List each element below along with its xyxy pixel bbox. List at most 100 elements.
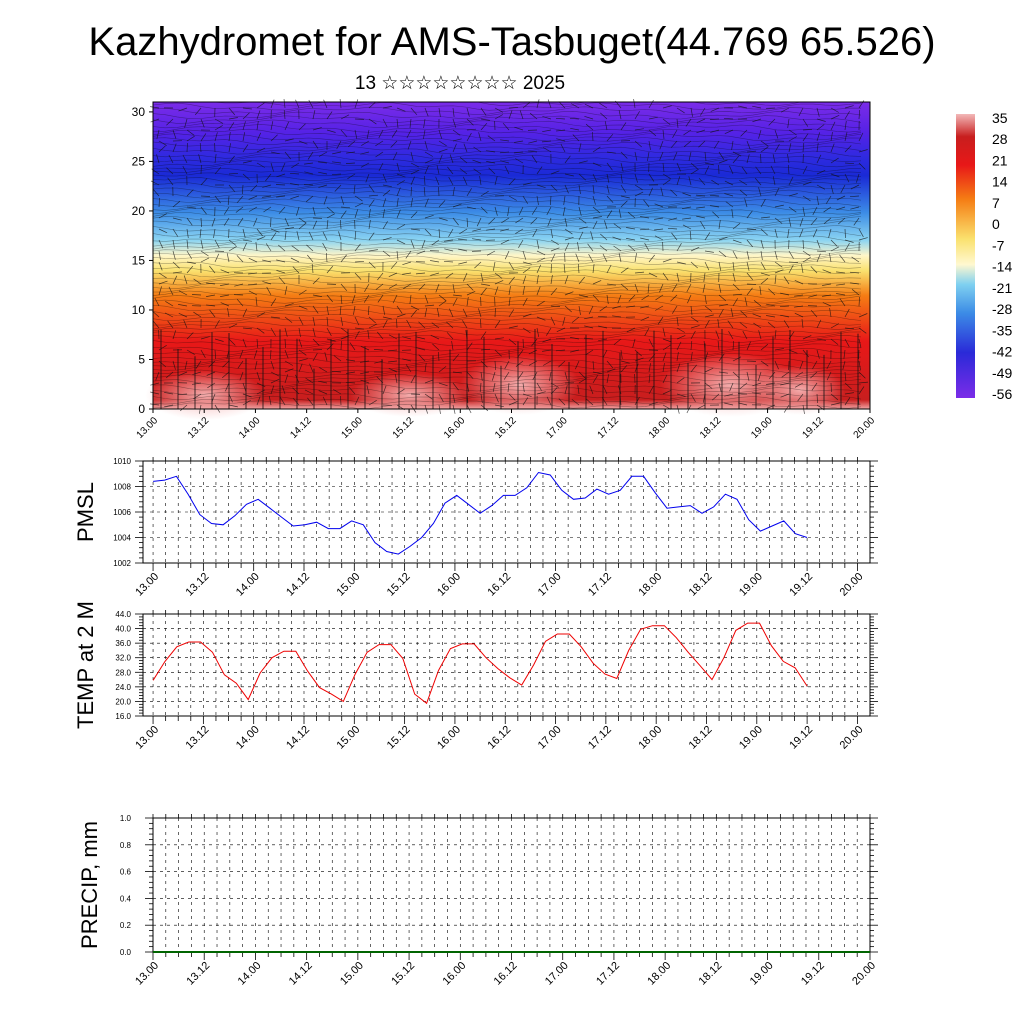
temp-xtick-label: 18.12 <box>687 724 715 752</box>
temp-ytick-label: 44.0 <box>115 610 131 619</box>
pmsl-xtick-label: 18.12 <box>687 571 715 599</box>
temp-ytick-label: 28.0 <box>115 668 131 677</box>
pmsl-xtick-label: 15.12 <box>385 571 413 599</box>
section-xtick-label: 18.12 <box>698 415 724 441</box>
surface-streaks <box>160 329 859 409</box>
section-xtick-label: 16.12 <box>493 415 519 441</box>
temp-xtick-label: 16.12 <box>485 724 513 752</box>
colorbar-label: 28 <box>992 131 1008 147</box>
temp-xtick-label: 18.00 <box>636 724 664 752</box>
warm-area-4 <box>755 365 845 415</box>
pmsl-xtick-label: 16.00 <box>435 571 463 599</box>
section-xtick-label: 14.12 <box>288 415 314 441</box>
colorbar-label: -14 <box>992 259 1012 275</box>
precip-ytick-label: 0.8 <box>120 841 132 850</box>
section-ytick-label: 30 <box>132 105 146 119</box>
colorbar-label: -56 <box>992 386 1012 402</box>
temp-xtick-label: 19.00 <box>737 724 765 752</box>
chart-title: Kazhydromet for AMS-Tasbuget(44.769 65.5… <box>88 20 936 64</box>
precip-axis-title: PRECIP, mm <box>77 821 102 949</box>
pmsl-line <box>153 471 808 555</box>
warm-area-0 <box>145 370 265 420</box>
colorbar-label: 7 <box>992 195 1000 211</box>
pmsl-xtick-label: 20.00 <box>838 571 866 599</box>
section-ytick-label: 0 <box>138 402 145 416</box>
precip-panel: 1.0 0.8 0.6 0.4 0.2 0.013.00 13.12 14.00 14.12 15… <box>77 814 878 988</box>
section-xtick-label: 17.00 <box>544 415 570 441</box>
colorbar: 35 28 21 14 7 0 -7 -14 -21 -28 -35 -42 -49 -56 <box>956 110 1012 402</box>
section-xtick-label: 15.12 <box>391 415 417 441</box>
colorbar-label: -49 <box>992 365 1012 381</box>
temp-xtick-label: 15.00 <box>334 724 362 752</box>
temp-ytick-label: 40.0 <box>115 625 131 634</box>
pmsl-xtick-label: 14.00 <box>234 571 262 599</box>
warm-area-2 <box>460 355 580 415</box>
precip-xtick-label: 18.00 <box>645 960 673 988</box>
pmsl-xtick-label: 18.00 <box>636 571 664 599</box>
pmsl-ytick-label: 1008 <box>113 483 131 492</box>
precip-xtick-label: 17.12 <box>594 960 622 988</box>
temp-grid <box>143 613 870 717</box>
section-xtick-label: 19.00 <box>749 415 775 441</box>
colorbar-label: 21 <box>992 152 1008 168</box>
precip-xtick-label: 13.12 <box>184 960 212 988</box>
temp-xtick-label: 15.12 <box>385 724 413 752</box>
colorbar-fill <box>956 114 975 398</box>
section-ytick-label: 5 <box>138 352 145 366</box>
colorbar-label: -42 <box>992 344 1012 360</box>
section-ytick-label: 10 <box>132 303 146 317</box>
precip-xtick-label: 20.00 <box>850 960 878 988</box>
colorbar-label: 35 <box>992 110 1008 126</box>
warm-area-1 <box>350 373 470 417</box>
isolines <box>152 101 862 409</box>
section-xtick-label: 17.12 <box>596 415 622 441</box>
pmsl-axis-ticks <box>135 457 878 571</box>
pmsl-xtick-label: 13.12 <box>184 571 212 599</box>
precip-xtick-label: 16.12 <box>492 960 520 988</box>
section-ytick-label: 15 <box>132 253 146 267</box>
colorbar-label: 14 <box>992 174 1008 190</box>
pmsl-xtick-label: 16.12 <box>485 571 513 599</box>
precip-xtick-label: 13.00 <box>133 960 161 988</box>
section-xtick-label: 19.12 <box>800 415 826 441</box>
pmsl-xtick-label: 17.00 <box>536 571 564 599</box>
section-xtick-label: 13.00 <box>135 415 161 441</box>
temp-xtick-label: 14.12 <box>284 724 312 752</box>
precip-xtick-label: 19.12 <box>799 960 827 988</box>
colorbar-label: -21 <box>992 280 1012 296</box>
precip-xtick-label: 14.12 <box>287 960 315 988</box>
temp-panel: 44.0 40.0 36.0 32.0 28.0 24.0 20.0 16.013.00 13.… <box>73 601 878 752</box>
precip-xtick-label: 18.12 <box>697 960 725 988</box>
colorbar-label: -35 <box>992 322 1012 338</box>
pmsl-xtick-label: 17.12 <box>586 571 614 599</box>
precip-ytick-label: 0.2 <box>120 921 132 930</box>
pmsl-xtick-label: 19.12 <box>787 571 815 599</box>
precip-ytick-label: 1.0 <box>120 814 132 823</box>
temp-ytick-label: 32.0 <box>115 654 131 663</box>
pmsl-xtick-label: 15.00 <box>334 571 362 599</box>
temp-line <box>152 622 808 705</box>
pmsl-grid <box>143 460 870 564</box>
precip-grid <box>152 817 871 953</box>
section-xtick-label: 14.00 <box>237 415 263 441</box>
precip-xtick-label: 14.00 <box>236 960 264 988</box>
temp-ytick-label: 24.0 <box>115 683 131 692</box>
section-ytick-label: 25 <box>132 154 146 168</box>
precip-xtick-label: 17.00 <box>543 960 571 988</box>
wind-vectors <box>150 98 869 414</box>
pmsl-axis-title: PMSL <box>73 482 98 542</box>
temp-xtick-label: 20.00 <box>838 724 866 752</box>
temp-xtick-label: 13.00 <box>133 724 161 752</box>
precip-ytick-label: 0.4 <box>120 894 132 903</box>
pmsl-xtick-label: 14.12 <box>284 571 312 599</box>
pmsl-xtick-label: 19.00 <box>737 571 765 599</box>
precip-xtick-label: 15.00 <box>338 960 366 988</box>
temp-xtick-label: 17.12 <box>586 724 614 752</box>
section-ytick-label: 20 <box>132 204 146 218</box>
pmsl-ytick-label: 1002 <box>113 559 131 568</box>
section-xtick-label: 15.00 <box>340 415 366 441</box>
pmsl-xtick-label: 13.00 <box>133 571 161 599</box>
temp-xtick-label: 17.00 <box>536 724 564 752</box>
